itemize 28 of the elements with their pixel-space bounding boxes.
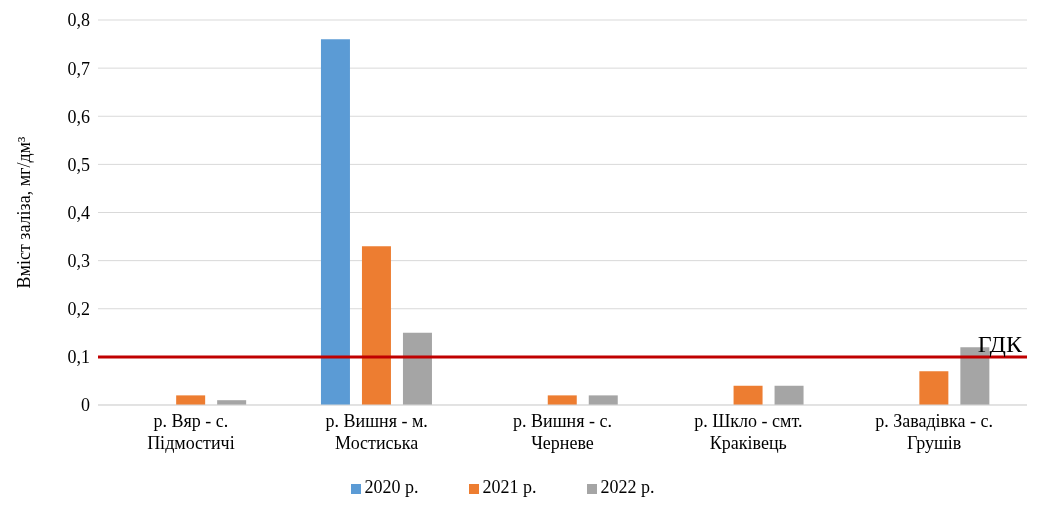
legend-label: 2021 р.	[482, 477, 537, 497]
y-tick-label: 0,2	[67, 299, 90, 320]
y-tick-label: 0,3	[67, 251, 90, 272]
bar	[361, 246, 391, 405]
bar	[588, 395, 618, 405]
y-tick-label: 0,5	[67, 154, 90, 175]
ref-line-label: ГДК	[977, 330, 1023, 357]
bar	[919, 371, 949, 405]
legend-label: 2020 р.	[364, 477, 419, 497]
legend-label: 2022 р.	[600, 477, 655, 497]
x-tick-label: р. Завадівка - с. Грушів	[875, 411, 994, 453]
y-axis-title: Вміст заліза, мг/дм³	[14, 136, 34, 289]
bar	[176, 395, 206, 405]
y-tick-label: 0,4	[67, 202, 90, 223]
bar	[547, 395, 577, 405]
bar	[320, 39, 350, 405]
y-tick-label: 0,7	[67, 58, 90, 79]
bar	[774, 385, 804, 405]
x-tick-label: р. Шкло - смт. Краківець	[694, 411, 803, 453]
x-tick-label: р. Вишня - с. Черневе	[513, 411, 612, 453]
x-tick-label: р. Вяр - с. Підмостичі	[147, 411, 235, 453]
y-tick-label: 0,6	[67, 106, 90, 127]
x-tick-label: р. Вишня - м. Мостиська	[325, 411, 428, 453]
y-tick-label: 0	[81, 395, 90, 416]
y-tick-label: 0,8	[67, 10, 90, 31]
bar	[402, 332, 432, 405]
y-tick-label: 0,1	[67, 347, 90, 368]
bar	[733, 385, 763, 405]
